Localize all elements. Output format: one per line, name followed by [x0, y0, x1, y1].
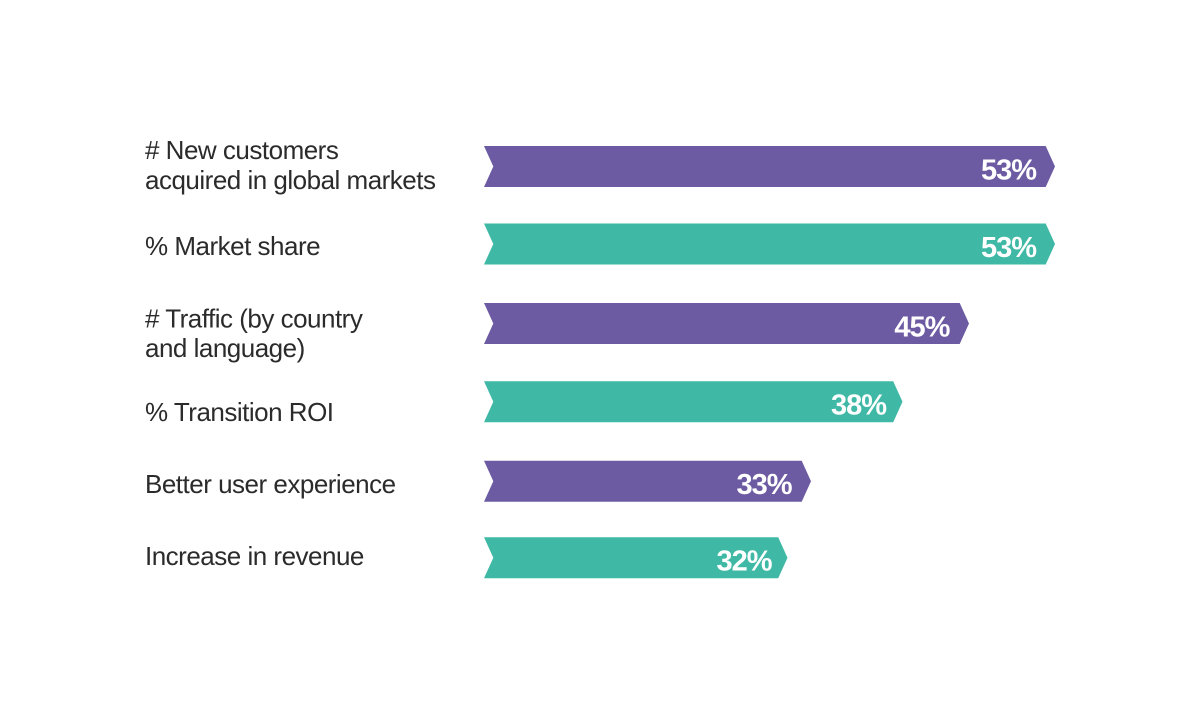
svg-text:53%: 53%: [981, 232, 1037, 264]
svg-text:% Transition ROI: % Transition ROI: [145, 397, 334, 427]
svg-text:Better user experience: Better user experience: [145, 469, 396, 499]
svg-text:Increase in revenue: Increase in revenue: [145, 541, 364, 571]
svg-text:38%: 38%: [831, 390, 887, 422]
svg-text:33%: 33%: [736, 469, 792, 501]
svg-text:# Traffic (by country: # Traffic (by country: [145, 304, 363, 334]
svg-text:53%: 53%: [981, 154, 1037, 186]
svg-text:acquired in global markets: acquired in global markets: [145, 165, 436, 195]
svg-text:# New customers: # New customers: [145, 135, 339, 165]
svg-text:45%: 45%: [894, 311, 950, 343]
svg-text:% Market share: % Market share: [145, 231, 320, 261]
svg-text:and language): and language): [145, 333, 305, 363]
svg-text:32%: 32%: [716, 546, 772, 578]
